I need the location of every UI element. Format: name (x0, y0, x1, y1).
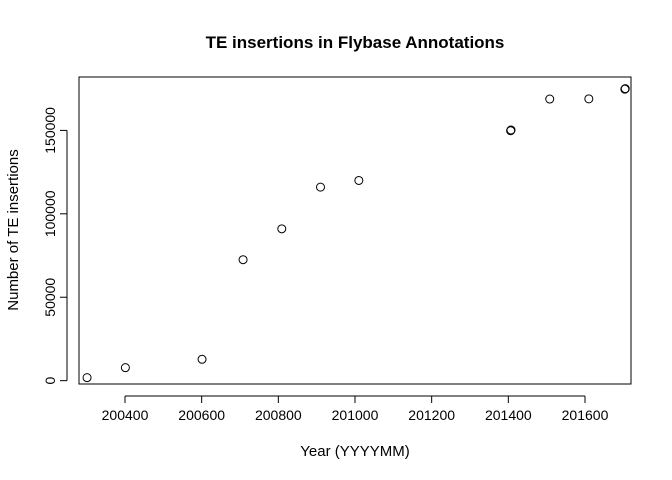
data-point (316, 182, 325, 192)
data-point (82, 373, 92, 383)
y-tick-label: 50000 (42, 278, 58, 317)
x-tick-label: 201200 (408, 407, 455, 423)
y-tick-label: 0 (42, 377, 58, 385)
y-tick-label: 150000 (42, 107, 58, 154)
x-axis: 200400 200600 200800 201000 201200 201400 2016… (102, 395, 609, 423)
x-tick-label: 201000 (332, 407, 379, 423)
data-point (506, 125, 516, 135)
y-tick-label: 100000 (42, 190, 58, 237)
x-tick-label: 200800 (255, 407, 302, 423)
plot-frame (78, 76, 632, 385)
data-point (120, 363, 130, 373)
x-tick-label: 200600 (178, 407, 225, 423)
data-points (82, 84, 630, 383)
data-point (238, 255, 248, 265)
data-point (584, 94, 594, 104)
data-point (354, 175, 364, 185)
x-tick-label: 201400 (485, 407, 532, 423)
chart-title: TE insertions in Flybase Annotations (206, 33, 505, 52)
data-point (620, 84, 630, 94)
x-axis-label: Year (YYYYMM) (300, 443, 409, 460)
x-tick-label: 200400 (102, 407, 149, 423)
data-point (197, 354, 207, 364)
y-axis: 0 50000 100000 150000 (42, 107, 68, 385)
data-point (277, 224, 287, 234)
y-axis-label: Number of TE insertions (5, 149, 22, 310)
data-point (545, 94, 555, 104)
x-tick-label: 201600 (562, 407, 609, 423)
